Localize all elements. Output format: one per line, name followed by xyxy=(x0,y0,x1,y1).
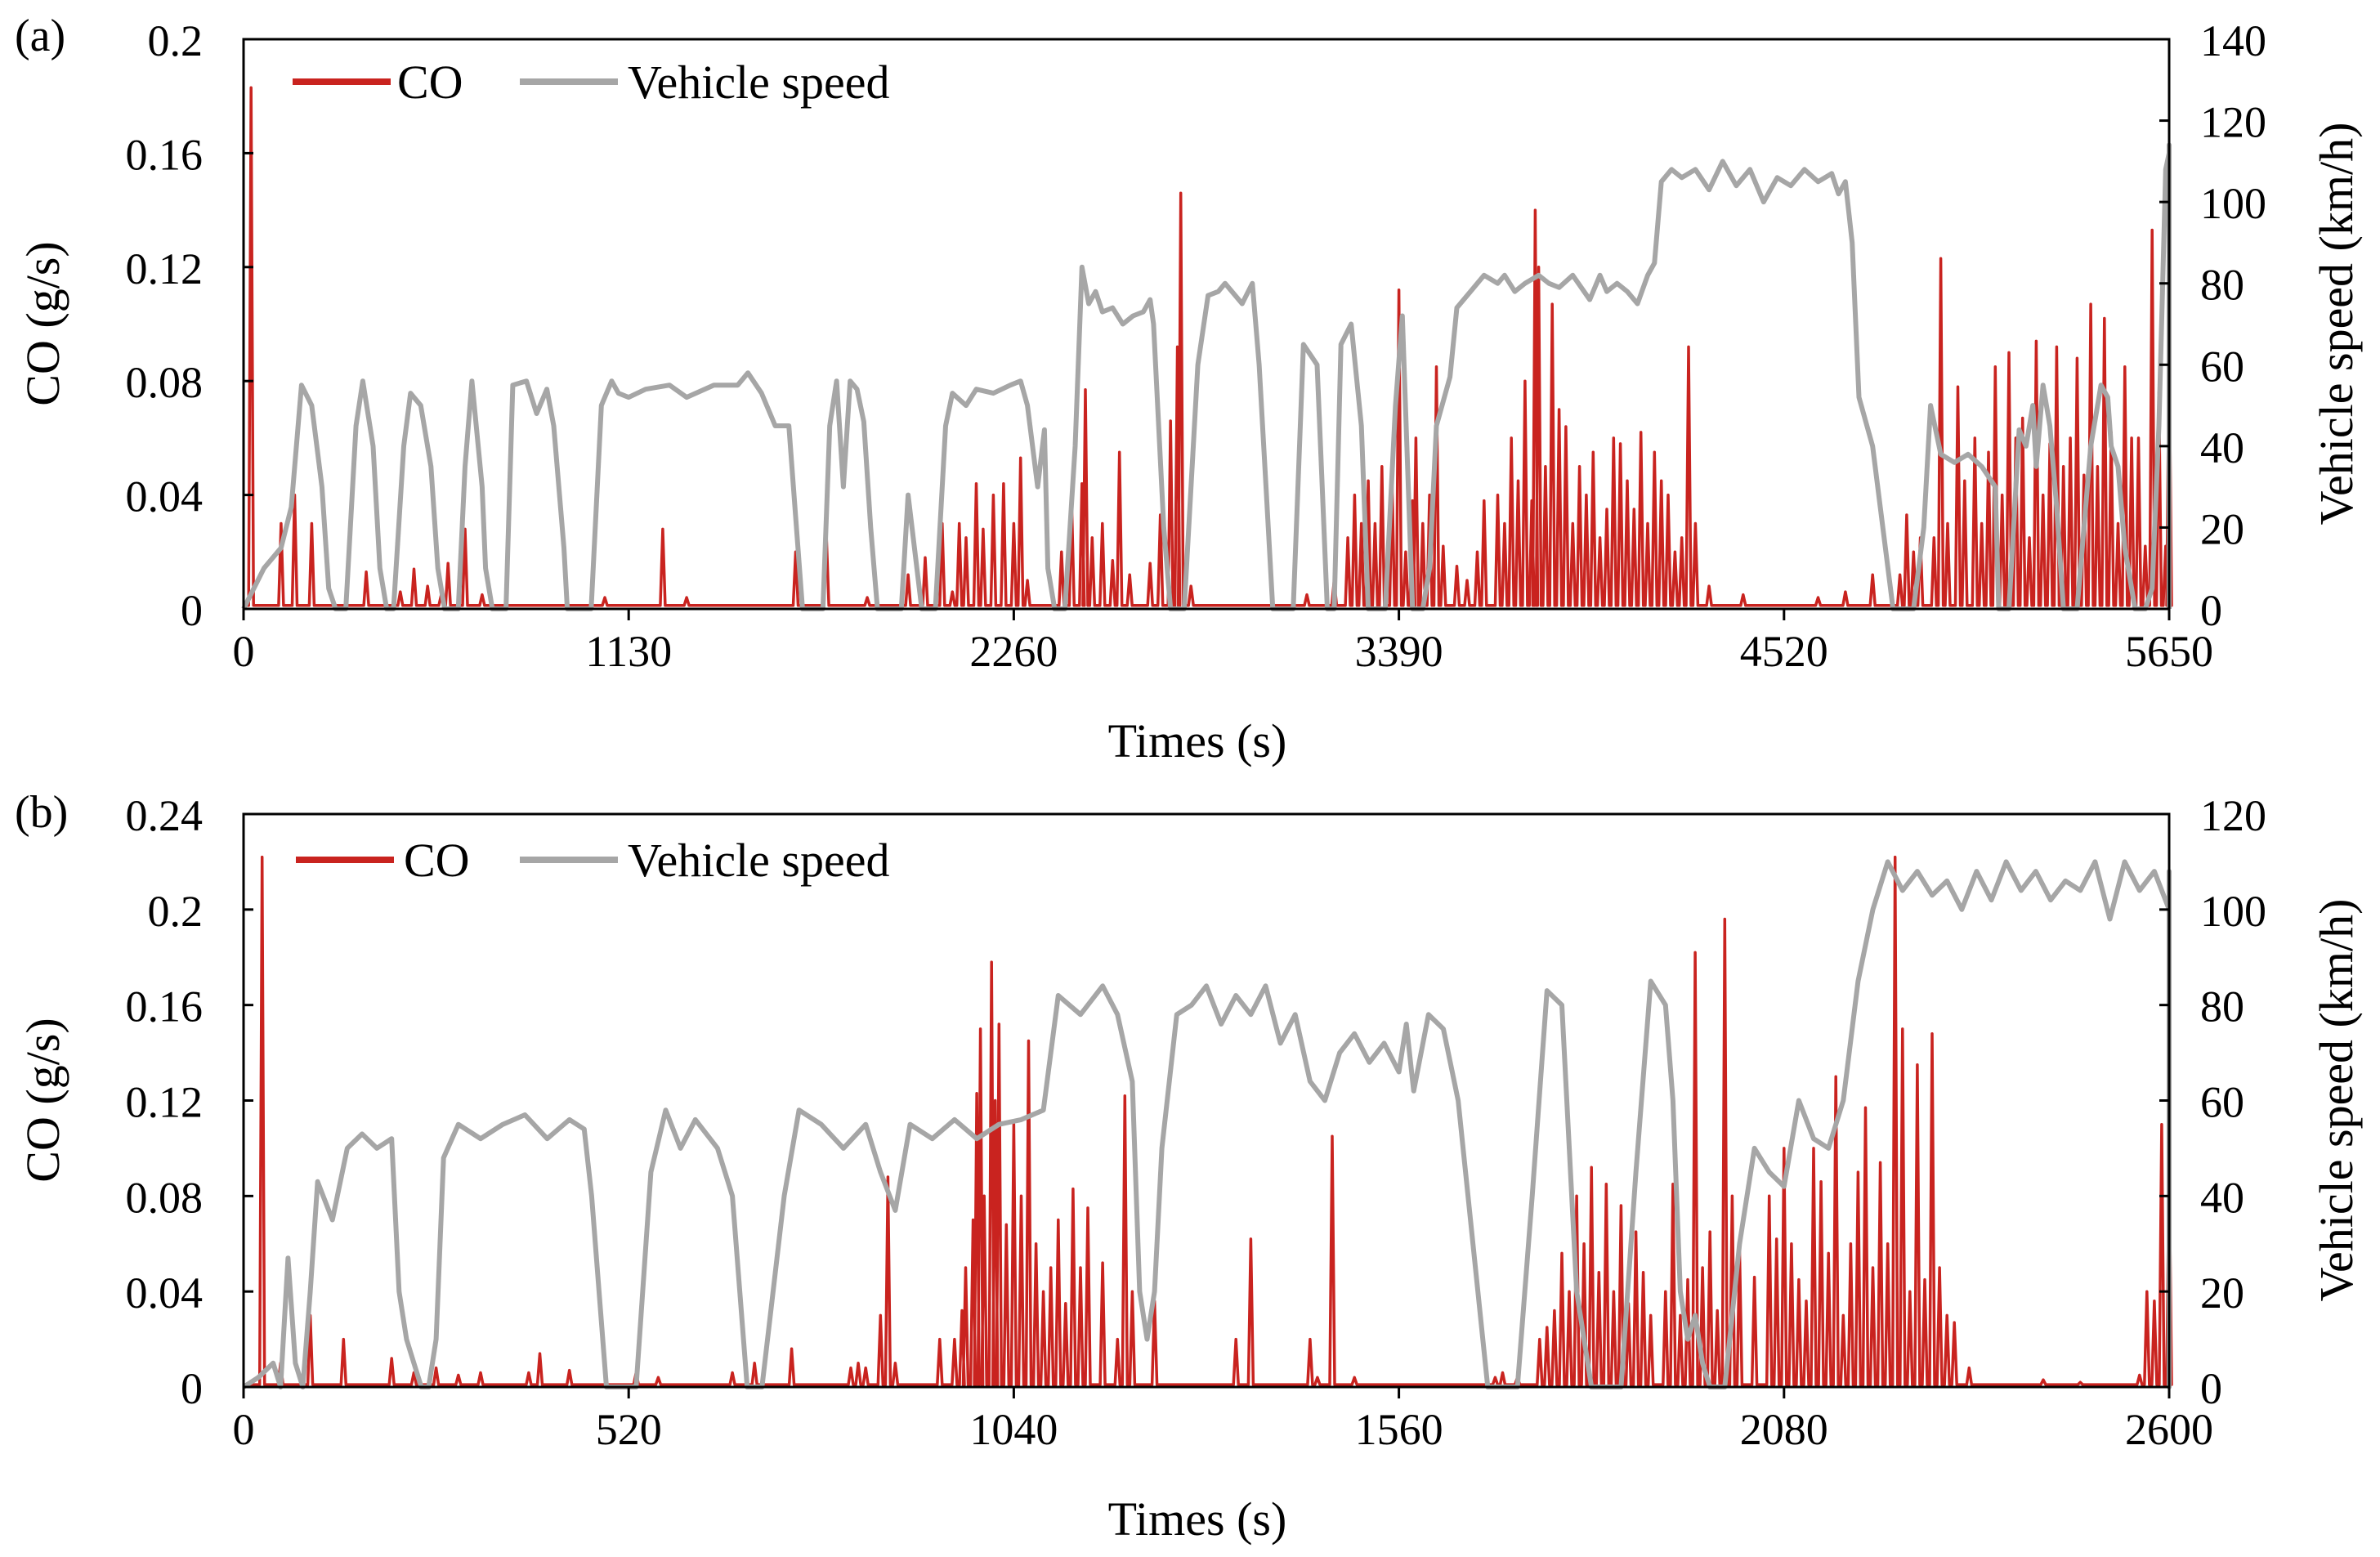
panel-a-label: (a) xyxy=(15,11,65,61)
b-left-tick-label: 0.12 xyxy=(126,1078,204,1127)
b-left-tick-label: 0 xyxy=(181,1364,203,1413)
b-left-tick-label: 0.16 xyxy=(126,982,204,1031)
a-left-tick-label: 0.16 xyxy=(126,130,204,179)
b-co-line xyxy=(244,855,2173,1386)
a-left-tick-label: 0.2 xyxy=(148,16,204,65)
a-x-tick-label: 5650 xyxy=(2125,627,2213,676)
b-left-tick-label: 0.08 xyxy=(126,1173,204,1222)
a-x-tick-label: 3390 xyxy=(1355,627,1443,676)
b-left-tick-label: 0.24 xyxy=(126,791,204,840)
b-x-tick-label: 520 xyxy=(596,1405,662,1454)
panel-a-speed-series xyxy=(241,142,2172,611)
panel-b-label: (b) xyxy=(15,787,68,838)
panel-b-y-left-title: CO (g/s) xyxy=(16,1018,69,1182)
a-left-tick-label: 0.04 xyxy=(126,472,204,521)
b-left-tick-label: 0.2 xyxy=(148,887,204,936)
a-speed-line xyxy=(241,142,2172,611)
a-right-tick-label: 60 xyxy=(2200,342,2244,391)
b-right-tick-label: 100 xyxy=(2200,887,2266,936)
panel-a-plot-frame xyxy=(242,38,2171,611)
a-right-tick-label: 0 xyxy=(2200,586,2222,635)
a-x-tick-label: 1130 xyxy=(585,627,672,676)
panel-a-right-axis: 0 20 40 60 80 100 120 140 xyxy=(2159,16,2266,635)
panel-b-x-title: Times (s) xyxy=(1108,1492,1287,1546)
a-right-tick-label: 140 xyxy=(2200,16,2266,65)
panel-a-legend-speed-label: Vehicle speed xyxy=(628,56,889,109)
panel-b-right-axis: 0 20 40 60 80 100 120 xyxy=(2159,791,2266,1413)
panel-a-legend-co-label: CO xyxy=(397,56,463,109)
b-right-tick-label: 40 xyxy=(2200,1173,2244,1222)
b-right-tick-label: 0 xyxy=(2200,1364,2222,1413)
panel-a-y-right-title: Vehicle speed (km/h) xyxy=(2310,123,2363,526)
panel-b-legend-co-label: CO xyxy=(404,834,470,887)
a-x-tick-label: 0 xyxy=(233,627,255,676)
panel-a-x-axis: 0 1130 2260 3390 4520 5650 xyxy=(233,609,2213,676)
a-x-tick-label: 2260 xyxy=(969,627,1058,676)
b-x-tick-label: 1560 xyxy=(1355,1405,1443,1454)
panel-a-left-axis: 0 0.04 0.08 0.12 0.16 0.2 xyxy=(126,16,253,635)
a-left-tick-label: 0.12 xyxy=(126,244,204,293)
b-x-tick-label: 2600 xyxy=(2125,1405,2213,1454)
panel-b-legend-speed-label: Vehicle speed xyxy=(628,834,889,887)
b-speed-line xyxy=(242,859,2172,1389)
b-right-tick-label: 120 xyxy=(2200,791,2266,840)
a-right-tick-label: 40 xyxy=(2200,423,2244,472)
panel-b-speed-series xyxy=(242,859,2172,1389)
a-right-tick-label: 120 xyxy=(2200,98,2266,147)
panel-b-y-right-title: Vehicle speed (km/h) xyxy=(2310,899,2363,1302)
b-x-tick-label: 2080 xyxy=(1740,1405,1828,1454)
panel-b-co-series xyxy=(244,855,2173,1386)
panel-b-left-axis: 0 0.04 0.08 0.12 0.16 0.2 0.24 xyxy=(126,791,253,1413)
a-left-tick-label: 0.08 xyxy=(126,358,204,407)
a-co-line xyxy=(244,86,2173,607)
b-right-tick-label: 60 xyxy=(2200,1078,2244,1127)
panel-a: (a) 0 0.04 0.08 0.12 0.16 0.2 0 20 40 60 80 100 120… xyxy=(15,11,2363,767)
panel-b-plot-frame xyxy=(242,812,2171,1389)
panel-b-legend: CO Vehicle speed xyxy=(296,834,889,887)
a-right-tick-label: 100 xyxy=(2200,179,2266,228)
b-x-tick-label: 1040 xyxy=(969,1405,1058,1454)
a-x-tick-label: 4520 xyxy=(1740,627,1828,676)
b-left-tick-label: 0.04 xyxy=(126,1268,204,1318)
a-left-tick-label: 0 xyxy=(181,586,203,635)
panel-a-y-left-title: CO (g/s) xyxy=(16,241,69,405)
panel-a-x-title: Times (s) xyxy=(1108,714,1287,767)
a-right-tick-label: 20 xyxy=(2200,504,2244,553)
panel-a-co-series xyxy=(244,86,2173,607)
a-right-tick-label: 80 xyxy=(2200,261,2244,310)
panel-a-legend: CO Vehicle speed xyxy=(293,56,889,109)
b-right-tick-label: 20 xyxy=(2200,1268,2244,1318)
panel-b: (b) 0 0.04 0.08 0.12 0.16 0.2 0.24 0 20 40 60 80 10… xyxy=(15,787,2363,1546)
b-right-tick-label: 80 xyxy=(2200,982,2244,1031)
panel-b-x-axis: 0 520 1040 1560 2080 2600 xyxy=(233,1387,2213,1454)
b-x-tick-label: 0 xyxy=(233,1405,255,1454)
